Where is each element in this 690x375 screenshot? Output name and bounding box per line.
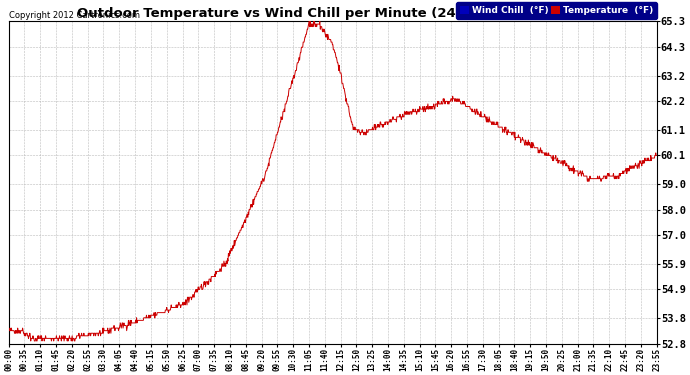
Text: Copyright 2012 Cartronics.com: Copyright 2012 Cartronics.com xyxy=(9,11,140,20)
Legend: Wind Chill  (°F), Temperature  (°F): Wind Chill (°F), Temperature (°F) xyxy=(456,2,657,18)
Title: Outdoor Temperature vs Wind Chill per Minute (24 Hours) 20121003: Outdoor Temperature vs Wind Chill per Mi… xyxy=(77,8,589,20)
